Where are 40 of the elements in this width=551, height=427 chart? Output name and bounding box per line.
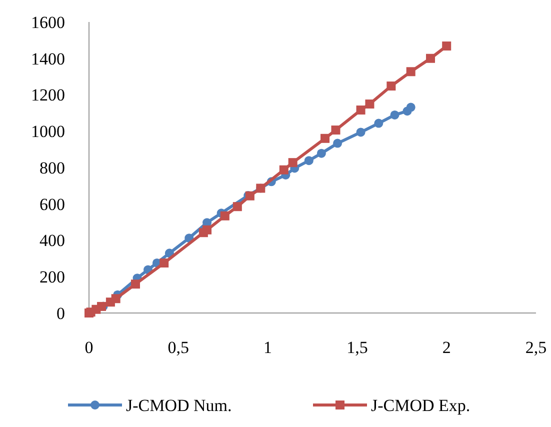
y-tick-label: 1600 [31, 12, 65, 32]
y-tick-label: 1200 [31, 86, 65, 105]
point [320, 134, 330, 143]
x-tick-label: 1 [264, 338, 272, 357]
y-tick-label: 1400 [31, 49, 65, 68]
point [130, 280, 140, 289]
legend-label: J-CMOD Num. [126, 396, 232, 415]
y-tick-label: 0 [56, 304, 65, 323]
point [442, 42, 452, 51]
point [356, 128, 366, 137]
y-tick-label: 200 [40, 268, 65, 287]
point [333, 138, 342, 148]
x-tick-label: 1,5 [346, 338, 368, 357]
x-tick-label: 0,5 [168, 338, 190, 357]
y-tick-label: 600 [40, 194, 65, 214]
point [406, 67, 416, 76]
point [386, 82, 396, 91]
point [356, 106, 366, 115]
point [232, 202, 242, 212]
y-tick-label: 1000 [31, 122, 65, 142]
point [374, 118, 384, 128]
point [406, 102, 416, 112]
y-tick-label: 400 [40, 231, 65, 250]
point [279, 165, 288, 174]
point [220, 211, 230, 220]
point [390, 110, 400, 120]
x-tick-label: 0 [84, 338, 94, 357]
x-tick-label: 2,5 [525, 338, 547, 357]
x-tick-label: 2 [442, 338, 451, 357]
point [365, 100, 374, 109]
point [331, 126, 340, 135]
point [316, 148, 326, 158]
point [111, 294, 120, 304]
legend-label: J-CMOD Exp. [371, 396, 470, 415]
point [288, 158, 298, 168]
point [426, 54, 436, 63]
point [304, 156, 314, 166]
point [202, 225, 212, 234]
point [160, 258, 169, 268]
y-tick-label: 800 [40, 158, 65, 178]
